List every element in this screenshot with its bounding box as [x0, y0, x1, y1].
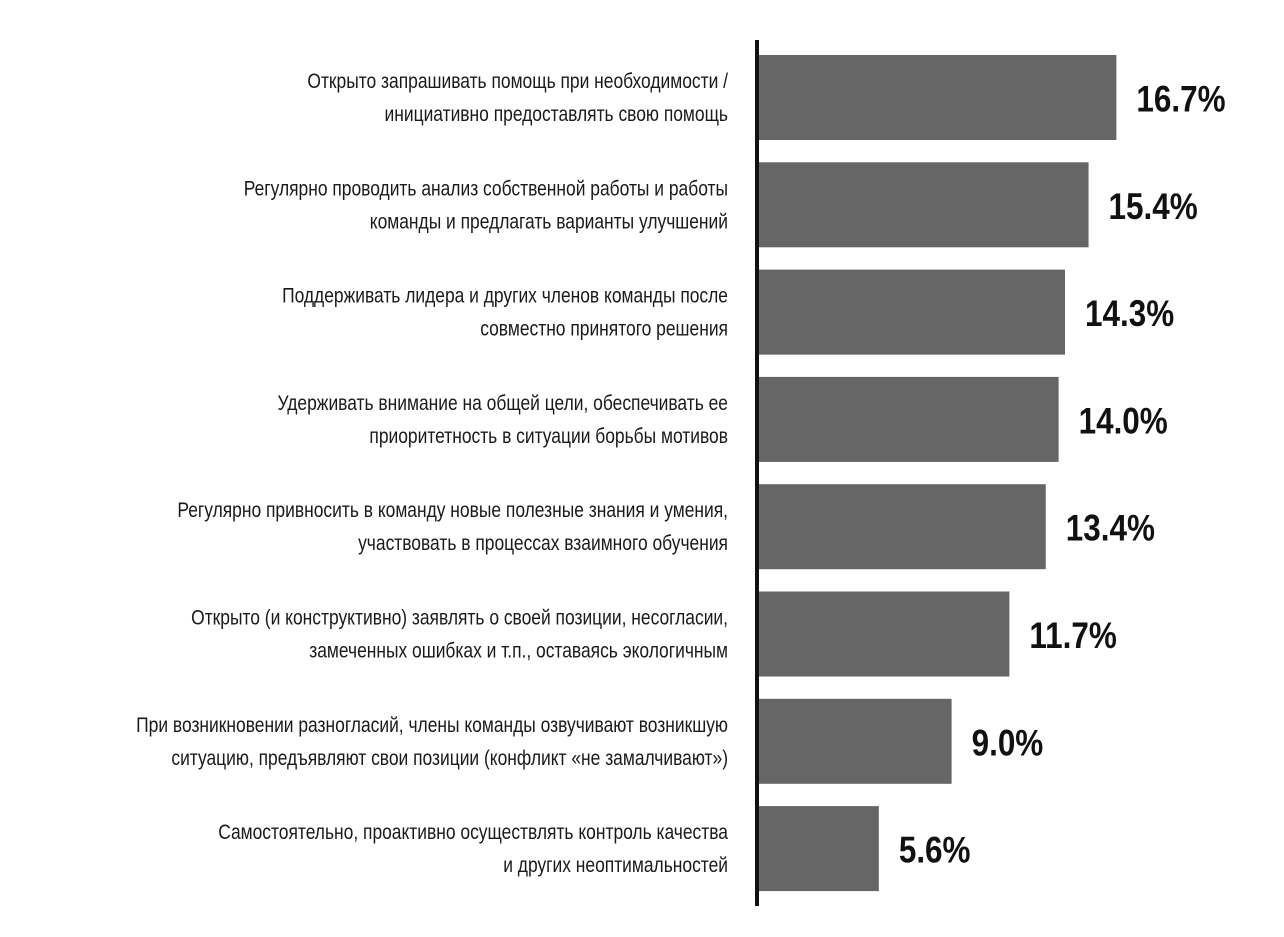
bar: [759, 806, 879, 892]
category-label: приоритетность в ситуации борьбы мотивов: [369, 425, 728, 448]
data-label: 15.4%: [1109, 186, 1198, 227]
data-label: 5.6%: [899, 830, 971, 871]
category-label: замеченных ошибках и т.п., оставаясь эко…: [309, 640, 728, 663]
category-label: команды и предлагать варианты улучшений: [370, 211, 728, 234]
bar: [759, 698, 952, 784]
bar: [759, 376, 1059, 462]
category-label: Открыто запрашивать помощь при необходим…: [307, 71, 728, 94]
data-label: 11.7%: [1029, 616, 1116, 657]
category-label: Регулярно проводить анализ собственной р…: [244, 178, 728, 201]
category-label: Удерживать внимание на общей цели, обесп…: [278, 392, 728, 415]
bar: [759, 484, 1046, 570]
data-label: 14.3%: [1085, 294, 1174, 335]
data-label: 16.7%: [1136, 79, 1225, 120]
category-label: ситуацию, предъявляют свои позиции (конф…: [171, 747, 728, 770]
data-label: 9.0%: [972, 723, 1044, 764]
category-label: Поддерживать лидера и других членов кома…: [282, 285, 728, 308]
category-label: инициативно предоставлять свою помощь: [385, 104, 728, 127]
data-label: 14.0%: [1079, 401, 1168, 442]
bar: [759, 162, 1089, 248]
category-label: Регулярно привносить в команду новые пол…: [177, 500, 728, 523]
category-label: совместно принятого решения: [480, 318, 728, 341]
category-label: Открыто (и конструктивно) заявлять о сво…: [191, 607, 728, 630]
bar: [759, 269, 1066, 355]
category-label: При возникновении разногласий, члены ком…: [136, 714, 728, 737]
data-label: 13.4%: [1066, 508, 1155, 549]
bar: [759, 591, 1010, 677]
bar: [759, 55, 1117, 140]
category-label: участвовать в процессах взаимного обучен…: [358, 533, 728, 556]
category-label: Самостоятельно, проактивно осуществлять …: [218, 822, 728, 845]
category-label: и других неоптимальностей: [503, 855, 728, 878]
